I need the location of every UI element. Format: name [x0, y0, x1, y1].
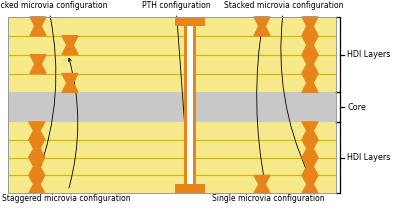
Polygon shape: [62, 36, 78, 55]
Polygon shape: [302, 74, 318, 92]
Polygon shape: [254, 17, 270, 36]
Polygon shape: [302, 36, 318, 55]
Polygon shape: [62, 74, 78, 92]
Bar: [175, 17, 205, 26]
Text: Stacked microvia configuration: Stacked microvia configuration: [224, 1, 344, 174]
Bar: [8, 92, 336, 122]
Bar: [8, 17, 336, 92]
Bar: [8, 17, 336, 193]
Polygon shape: [302, 140, 318, 158]
Text: Core: Core: [347, 103, 366, 112]
Polygon shape: [29, 140, 45, 158]
Polygon shape: [302, 175, 318, 193]
Bar: [184, 17, 196, 193]
Text: Stacked microvia configuration: Stacked microvia configuration: [0, 1, 108, 174]
Text: Staggered microvia configuration: Staggered microvia configuration: [2, 58, 130, 203]
Polygon shape: [302, 158, 318, 175]
Polygon shape: [302, 122, 318, 140]
Text: Single microvia configuration: Single microvia configuration: [212, 18, 324, 203]
Polygon shape: [30, 55, 46, 74]
Text: PTH configuration: PTH configuration: [142, 1, 210, 194]
Bar: [187, 17, 193, 193]
Polygon shape: [29, 175, 45, 193]
Text: HDI Layers: HDI Layers: [347, 153, 390, 162]
Polygon shape: [29, 158, 45, 175]
Polygon shape: [29, 122, 45, 140]
Bar: [8, 122, 336, 193]
Polygon shape: [302, 55, 318, 74]
Polygon shape: [302, 17, 318, 36]
Bar: [175, 184, 205, 193]
Polygon shape: [254, 175, 270, 193]
Polygon shape: [30, 17, 46, 36]
Text: HDI Layers: HDI Layers: [347, 50, 390, 59]
